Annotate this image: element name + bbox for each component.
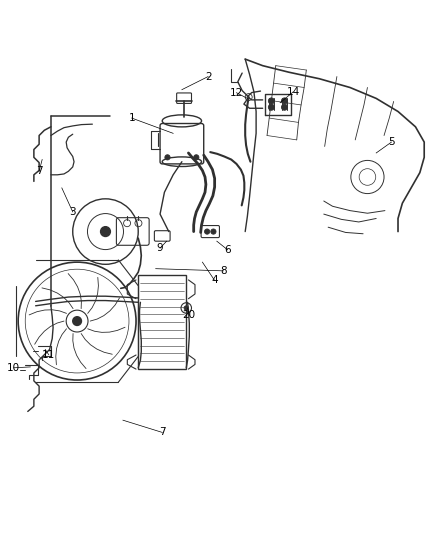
Text: 7: 7	[159, 427, 166, 438]
Text: 10: 10	[7, 363, 20, 373]
Text: 11: 11	[42, 350, 55, 360]
Text: 12: 12	[230, 88, 243, 98]
Text: 20: 20	[183, 310, 196, 320]
Text: 8: 8	[220, 266, 227, 276]
Text: 6: 6	[224, 245, 231, 255]
Circle shape	[268, 104, 275, 110]
Circle shape	[205, 229, 210, 234]
Circle shape	[194, 155, 199, 160]
Circle shape	[211, 229, 216, 234]
Text: 4: 4	[211, 276, 218, 286]
Text: 2: 2	[205, 71, 212, 82]
Bar	[138, 275, 186, 369]
Text: 5: 5	[388, 137, 395, 147]
Circle shape	[73, 317, 81, 326]
Text: 7: 7	[36, 166, 42, 176]
Circle shape	[184, 306, 188, 310]
Circle shape	[282, 104, 288, 110]
Circle shape	[282, 98, 288, 104]
Text: 1: 1	[128, 113, 135, 123]
Circle shape	[165, 155, 170, 160]
Circle shape	[268, 98, 275, 104]
Text: 3: 3	[69, 207, 76, 217]
Circle shape	[101, 227, 110, 237]
Text: 9: 9	[157, 243, 163, 253]
Text: 14: 14	[286, 87, 300, 97]
